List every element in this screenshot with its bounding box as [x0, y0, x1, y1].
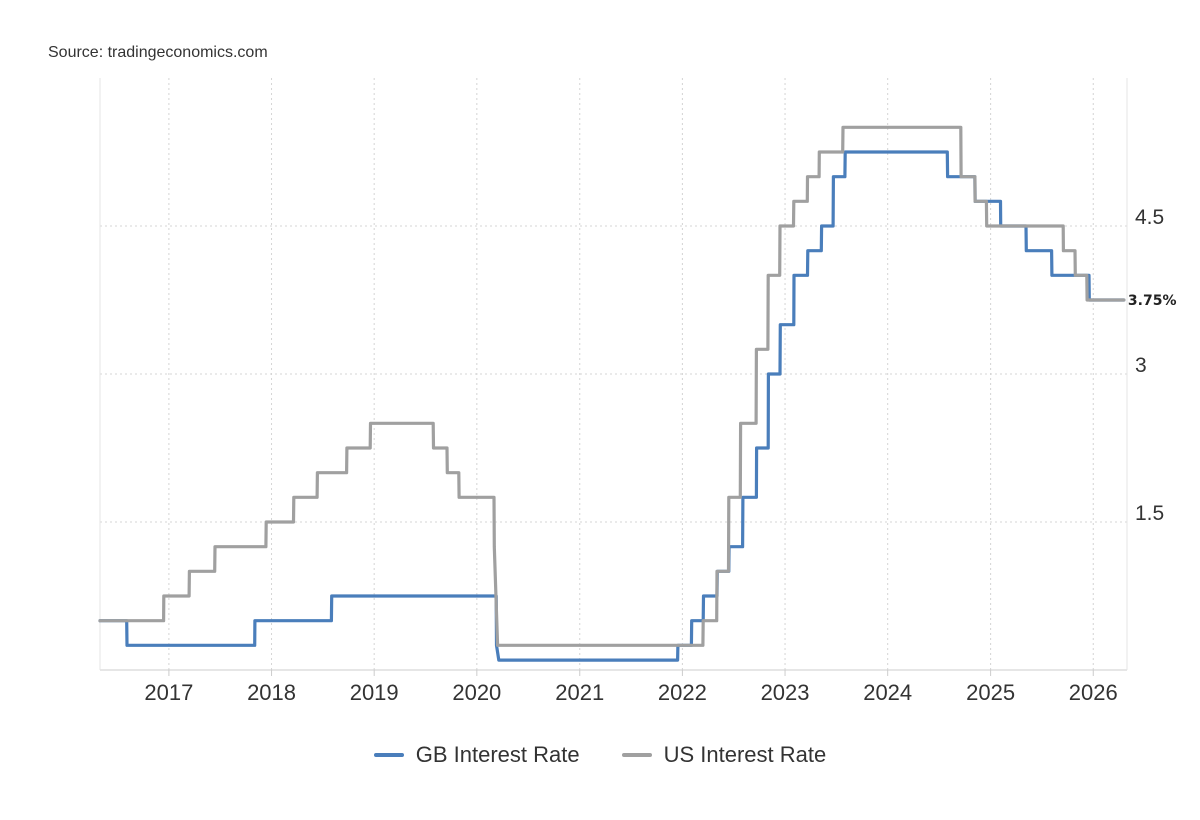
grid-lines — [100, 78, 1127, 670]
legend-item-gb-interest-rate[interactable]: GB Interest Rate — [373, 742, 580, 768]
y-tick-label-4.5: 4.5 — [1135, 206, 1164, 229]
x-tick-label-2022: 2022 — [658, 680, 707, 705]
legend-label: US Interest Rate — [663, 742, 827, 767]
y-tick-label-1.5: 1.5 — [1135, 502, 1164, 525]
x-tick-label-2025: 2025 — [966, 680, 1015, 705]
legend-swatch — [621, 753, 652, 757]
series-lines — [98, 125, 1126, 662]
x-tick-label-2020: 2020 — [452, 680, 501, 705]
last-value-label: 3.75% — [1128, 293, 1177, 309]
x-tick-label-2019: 2019 — [350, 680, 399, 705]
x-axis-ticks: 2017 2018 2019 2020 2021 2022 2023 2024 2025 2026 — [144, 670, 1118, 705]
series-line-us-interest-rate — [98, 125, 1126, 647]
series-line-gb-interest-rate — [98, 150, 1126, 662]
x-tick-label-2023: 2023 — [761, 680, 810, 705]
axes — [99, 78, 1128, 671]
x-tick-label-2021: 2021 — [555, 680, 604, 705]
x-tick-label-2026: 2026 — [1069, 680, 1118, 705]
x-tick-label-2024: 2024 — [863, 680, 912, 705]
legend: GB Interest Rate US Interest Rate — [0, 742, 1200, 768]
x-tick-label-2017: 2017 — [144, 680, 193, 705]
legend-item-us-interest-rate[interactable]: US Interest Rate — [621, 742, 827, 768]
source-label: Source: tradingeconomics.com — [48, 44, 268, 61]
legend-label: GB Interest Rate — [415, 742, 580, 767]
y-axis-ticks: 1.5 3 4.5 — [1135, 206, 1164, 525]
x-tick-label-2018: 2018 — [247, 680, 296, 705]
legend-swatch — [373, 753, 404, 757]
y-tick-label-3: 3 — [1135, 354, 1147, 377]
annotations: 3.75% — [1128, 293, 1177, 309]
